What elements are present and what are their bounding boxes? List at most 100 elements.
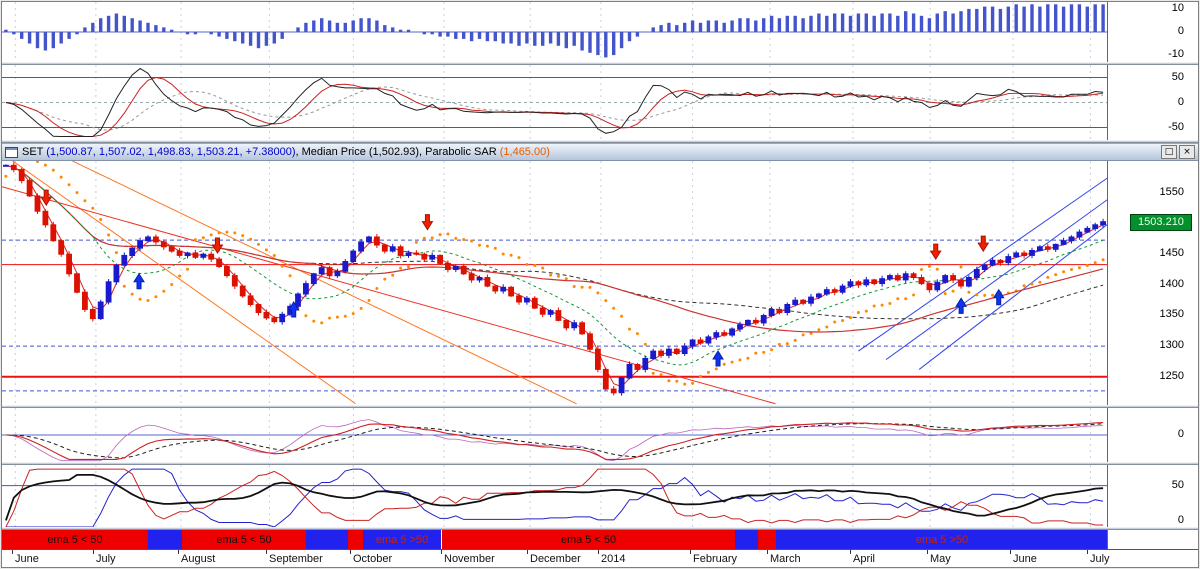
ribbon-label: ema 5 < 50 [47,533,103,546]
y-axis-label: 10 [1171,2,1184,14]
buy-arrow-icon [712,350,724,367]
maximize-button[interactable]: □ [1161,145,1177,159]
ribbon-segment-red: ema 5 < 50 [2,530,148,549]
trend-strength-panel: 50 0 [2,465,1198,527]
ribbon-label: ema 5 < 50 [216,533,272,546]
month-label: 2014 [601,553,626,565]
y-axis-label: 50 [1171,478,1184,491]
month-tick [178,550,179,554]
title-segment: , Median Price (1,502.93), Parabolic SAR [295,146,500,158]
sell-arrow-icon [40,189,53,207]
signal-arrows [40,189,1005,367]
buy-arrow-icon [955,297,968,314]
y-axis-label: 1250 [1159,369,1184,382]
month-tick [927,550,928,554]
y-axis-label: 0 [1177,25,1184,37]
momentum-histogram [2,2,1107,62]
ribbon-segment-blue [735,530,758,549]
momentum-histogram-panel: 10 0 -10 [2,2,1198,62]
month-label: August [181,553,216,565]
month-tick [527,550,528,554]
y-axis-label: 1550 [1159,185,1184,198]
buy-arrow-icon [287,301,300,318]
y-axis-label: 1300 [1159,339,1184,352]
candles-group [3,162,1106,396]
ema-ribbon: ema 5 < 50 ema 5 < 50 ema 5 >50 ema 5 < 50 e… [2,530,1198,549]
price-chart-panel: 1503.210 1550 1450 1400 1350 1300 1250 [2,161,1198,405]
month-tick [12,550,13,554]
y-axis-label: 0 [1177,95,1184,108]
ribbon-segment-blue [306,530,348,549]
macd-panel: 0 [2,408,1198,462]
chart-title: SET (1,500.87, 1,507.02, 1,498.83, 1,503… [22,146,550,158]
month-tick [767,550,768,554]
ribbon-segment-blue [148,530,182,549]
ribbon-segment-blue: ema 5 >50 [776,530,1108,549]
panel-splitter[interactable] [2,140,1198,143]
trend-strength [2,465,1107,527]
last-price-badge: 1503.210 [1130,213,1192,231]
month-tick [1010,550,1011,554]
month-label: June [15,553,39,565]
y-axis-label: 1450 [1159,247,1184,260]
ribbon-segment-red [758,530,776,549]
title-segment: SET [22,146,47,158]
month-label: February [693,553,738,565]
macd [2,408,1107,462]
parabolic-sar-dots [4,161,1105,386]
title-segment: (1,465.00) [499,146,550,158]
chart-window-icon [5,146,18,158]
month-label: April [853,553,876,565]
title-segment: (1,500.87, 1,507.02, 1,498.83, 1,503.21,… [46,146,296,158]
ribbon-label: ema 5 >50 [915,533,969,546]
time-axis: June July August September October November De… [2,549,1198,567]
close-button[interactable]: × [1179,145,1195,159]
month-label: July [96,553,116,565]
y-axis-label: 1400 [1159,277,1184,290]
month-label: October [353,553,393,565]
sell-arrow-icon [421,214,434,231]
ribbon-segment-red: ema 5 < 50 [182,530,306,549]
buy-arrow-icon [133,272,145,290]
sell-arrow-icon [929,243,942,261]
panel-splitter[interactable] [2,62,1198,65]
panel-splitter[interactable] [2,527,1198,530]
y-axis-label: 50 [1171,70,1184,83]
panel-splitter[interactable] [2,462,1198,465]
buy-arrow-icon [992,288,1005,306]
month-tick [441,550,442,554]
month-label: November [444,553,495,565]
month-tick [1087,550,1088,554]
month-tick [93,550,94,554]
month-tick [350,550,351,554]
y-axis-label: -50 [1168,120,1184,133]
oscillator-panel: 50 0 -50 [2,65,1198,140]
oscillator [2,65,1107,140]
ribbon-label: ema 5 >50 [375,533,429,546]
y-axis-label: -10 [1168,48,1184,61]
y-axis-label: 0 [1177,428,1184,440]
month-tick [266,550,267,554]
month-tick [850,550,851,554]
month-tick [598,550,599,554]
month-label: June [1013,553,1037,565]
chart-title-bar[interactable]: SET (1,500.87, 1,507.02, 1,498.83, 1,503… [2,143,1198,161]
sell-arrow-icon [211,237,224,254]
month-label: May [930,553,951,565]
sell-arrow-icon [977,235,990,253]
ribbon-segment-blue: ema 5 >50 [363,530,441,549]
y-axis-label: 1350 [1159,308,1184,321]
month-label: September [269,553,323,565]
price-candlestick-chart [2,161,1107,405]
month-label: July [1090,553,1110,565]
ribbon-segment-red [348,530,363,549]
histogram-bars [4,4,1105,58]
trendlines [2,161,1107,405]
month-label: December [530,553,581,565]
ribbon-segment-red: ema 5 < 50 [442,530,735,549]
y-axis-label: 0 [1177,514,1184,526]
ribbon-label: ema 5 < 50 [560,533,617,546]
month-tick [690,550,691,554]
panel-splitter[interactable] [2,405,1198,408]
